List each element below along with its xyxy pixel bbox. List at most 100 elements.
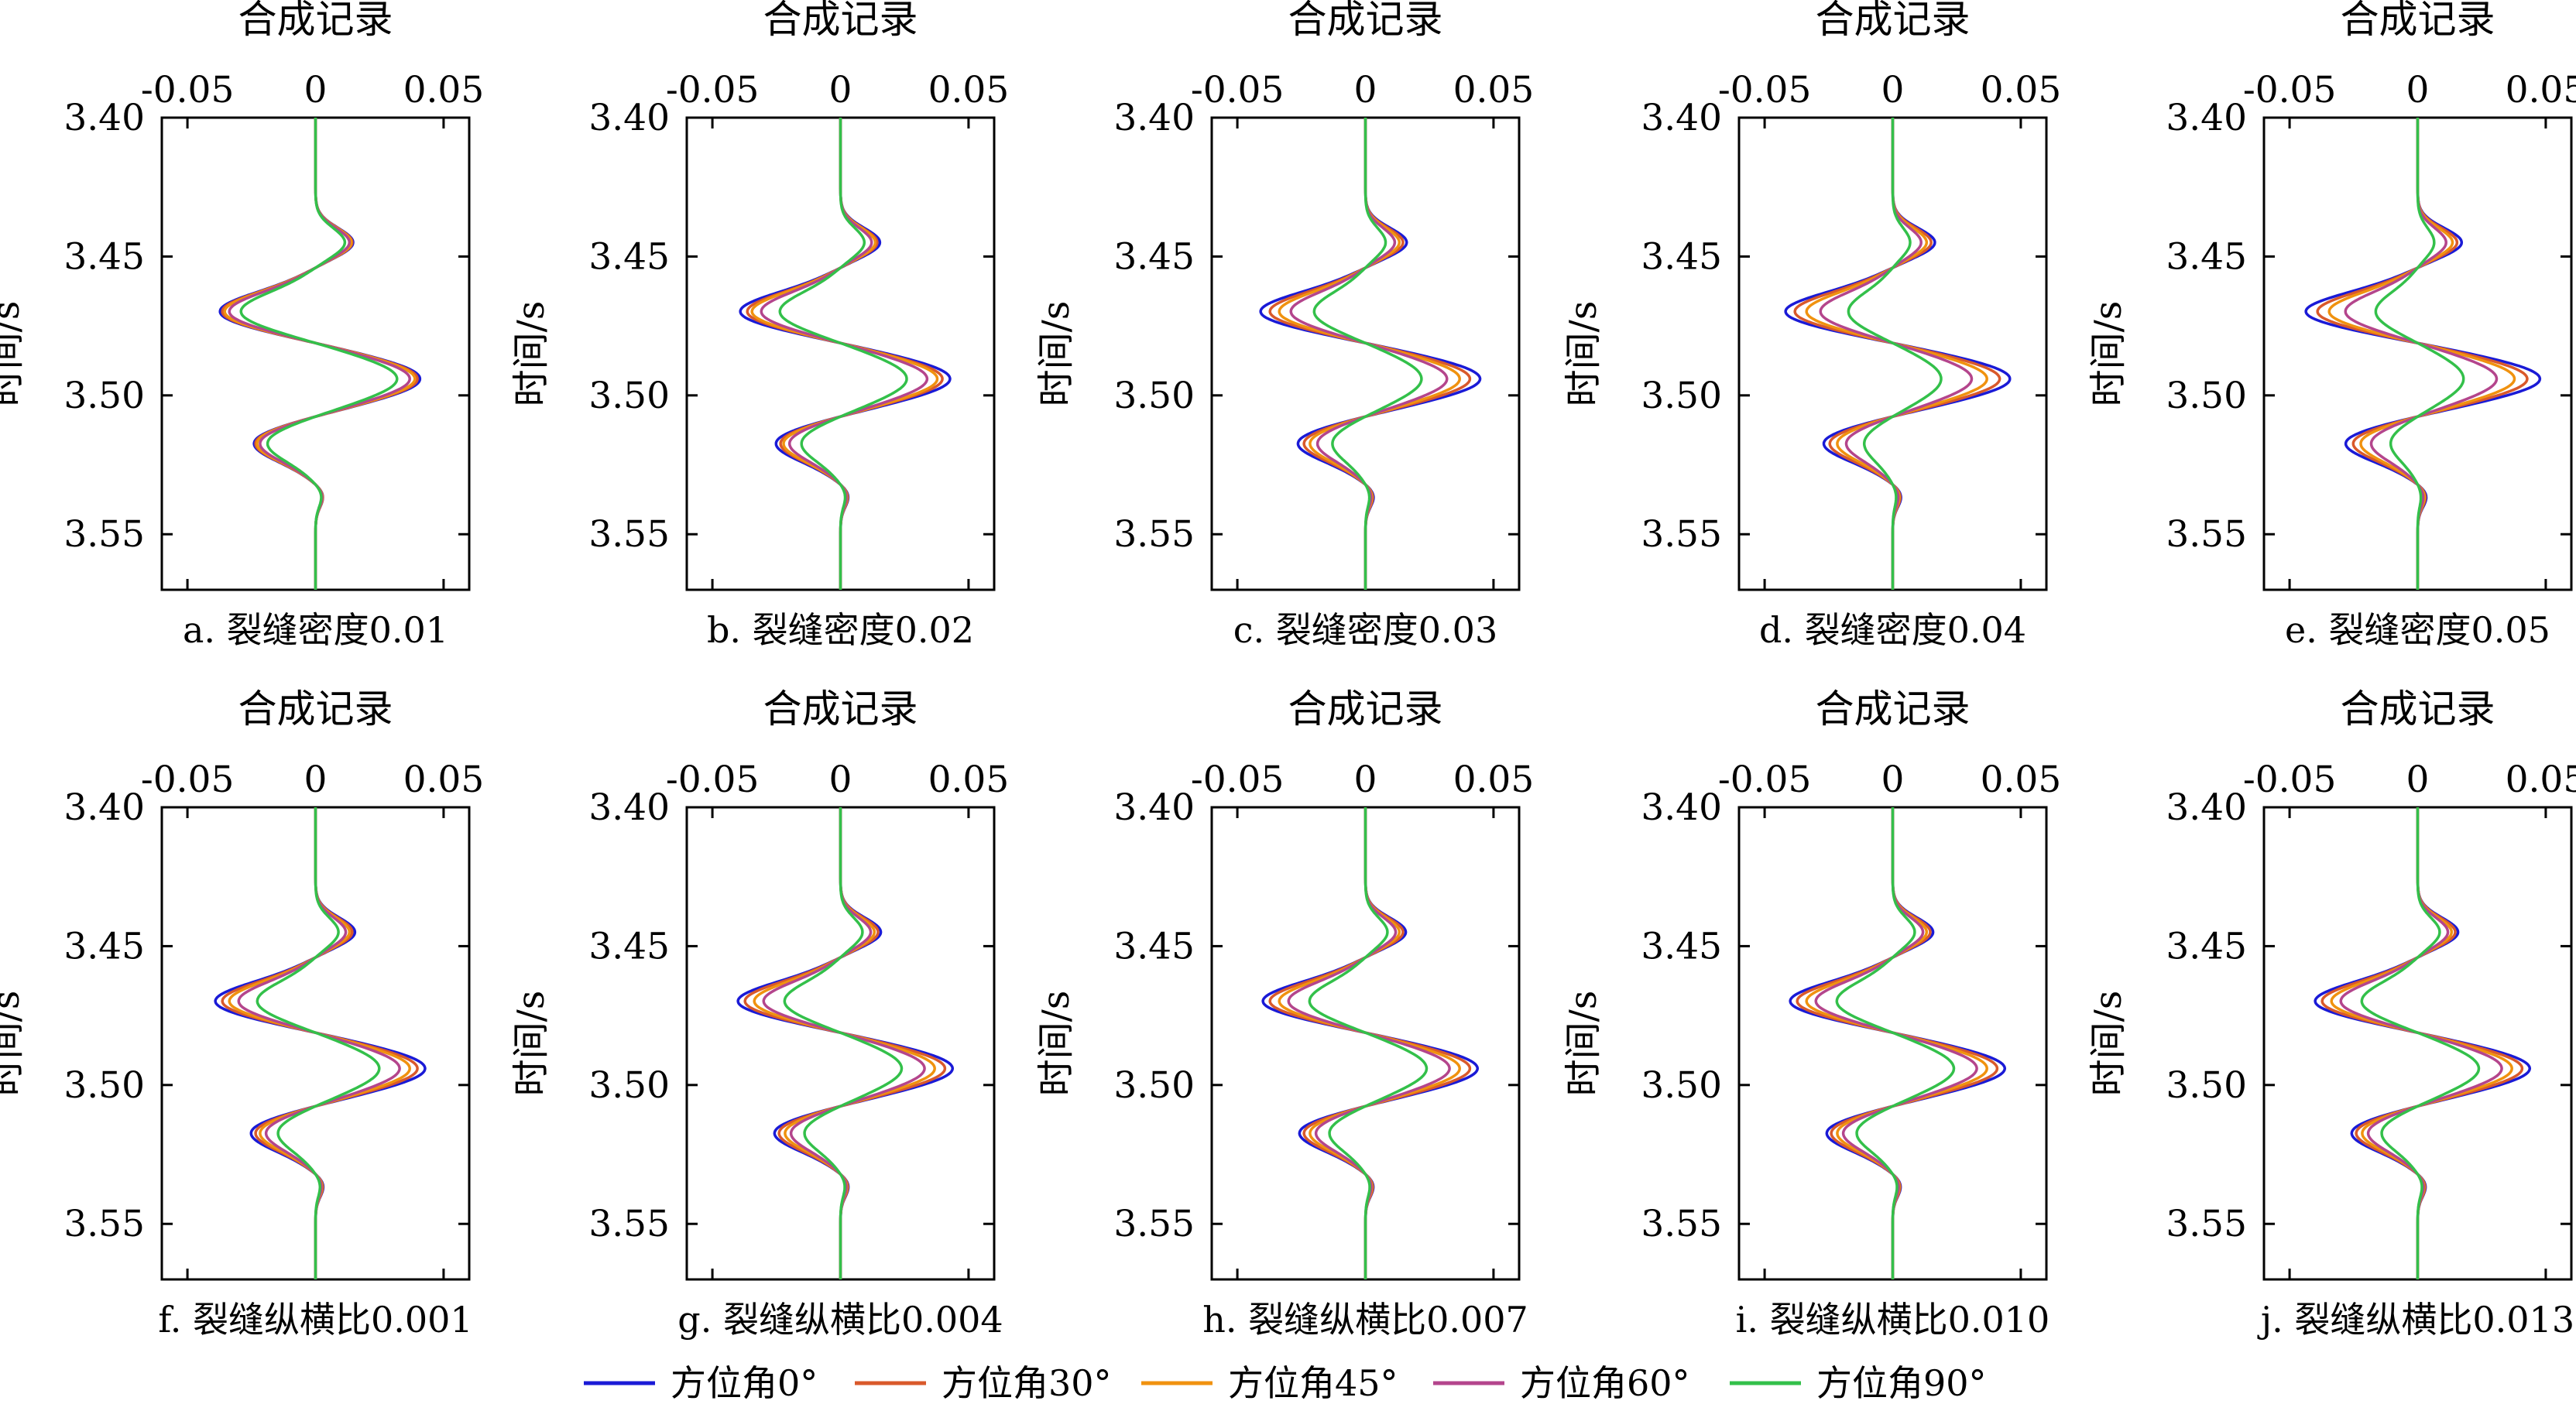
x-tick-label: 0.05 — [1453, 69, 1535, 111]
trace-方位角0° — [1261, 807, 1480, 1279]
y-tick-label: 3.55 — [1641, 1203, 1722, 1245]
trace-方位角0° — [1259, 118, 1482, 590]
y-tick-label: 3.55 — [63, 1203, 145, 1245]
legend-label: 方位角45° — [1228, 1362, 1398, 1404]
y-tick-label: 3.55 — [588, 513, 670, 556]
trace-方位角30° — [2320, 807, 2524, 1279]
x-tick-label: 0 — [1881, 69, 1905, 111]
panel-title: 合成记录 — [1816, 0, 1971, 42]
x-tick-label: 0.05 — [2506, 69, 2576, 111]
y-axis-label: 时间/s — [0, 301, 28, 407]
panel-a: 合成记录-0.05 0 0.05 3.40 3.45 3.50 3.55 时间/s a. 裂缝密… — [0, 0, 484, 651]
y-tick-label: 3.55 — [1113, 1203, 1195, 1245]
trace-方位角60° — [228, 118, 411, 590]
x-tick-label: 0 — [304, 759, 328, 801]
trace-方位角90° — [2360, 807, 2481, 1279]
trace-方位角0° — [2304, 118, 2542, 590]
panel-b: 合成记录-0.05 0 0.05 3.40 3.45 3.50 3.55 时间/s b. 裂缝密… — [509, 0, 1009, 651]
trace-方位角90° — [1835, 807, 1956, 1279]
x-tick-label: 0 — [1354, 69, 1377, 111]
panel-caption: a. 裂缝密度0.01 — [183, 609, 448, 651]
x-tick-label: -0.05 — [1191, 69, 1285, 111]
y-tick-label: 3.40 — [63, 786, 145, 829]
trace-方位角30° — [221, 118, 419, 590]
x-tick-label: 0 — [2406, 759, 2430, 801]
x-tick-label: 0.05 — [403, 69, 485, 111]
trace-方位角90° — [256, 807, 381, 1279]
trace-方位角60° — [1287, 807, 1451, 1279]
y-axis-label: 时间/s — [509, 991, 553, 1097]
panel-title: 合成记录 — [2341, 0, 2495, 42]
trace-方位角0° — [736, 807, 955, 1279]
panel-c: 合成记录-0.05 0 0.05 3.40 3.45 3.50 3.55 时间/s c. 裂缝密… — [1034, 0, 1534, 651]
panel-title: 合成记录 — [1288, 0, 1443, 42]
x-tick-label: 0 — [304, 69, 328, 111]
y-tick-label: 3.55 — [63, 513, 145, 556]
panel-caption: b. 裂缝密度0.02 — [707, 609, 974, 651]
y-tick-label: 3.55 — [2166, 513, 2247, 556]
x-tick-label: 0 — [829, 69, 852, 111]
y-tick-label: 3.55 — [2166, 1203, 2247, 1245]
y-tick-label: 3.55 — [1113, 513, 1195, 556]
y-axis-label: 时间/s — [1562, 991, 1605, 1097]
panel-g: 合成记录-0.05 0 0.05 3.40 3.45 3.50 3.55 时间/s g. 裂缝纵… — [509, 687, 1009, 1341]
panel-caption: j. 裂缝纵横比0.013 — [2257, 1299, 2574, 1341]
x-tick-label: -0.05 — [141, 69, 235, 111]
y-axis-label: 时间/s — [1034, 991, 1078, 1097]
trace-方位角45° — [753, 807, 936, 1279]
legend-label: 方位角60° — [1520, 1362, 1690, 1404]
panel-caption: i. 裂缝纵横比0.010 — [1736, 1299, 2050, 1341]
trace-方位角30° — [746, 118, 944, 590]
trace-方位角45° — [1805, 118, 1988, 590]
trace-方位角90° — [783, 807, 904, 1279]
trace-方位角0° — [1784, 118, 2012, 590]
trace-方位角60° — [760, 118, 929, 590]
y-tick-label: 3.40 — [2166, 97, 2247, 139]
y-tick-label: 3.40 — [2166, 786, 2247, 829]
x-tick-label: -0.05 — [1191, 759, 1285, 801]
y-tick-label: 3.45 — [1113, 235, 1195, 278]
x-tick-label: -0.05 — [666, 759, 760, 801]
x-tick-label: 0 — [1881, 759, 1905, 801]
trace-方位角90° — [239, 118, 399, 590]
trace-方位角60° — [2339, 807, 2503, 1279]
x-tick-label: 0.05 — [2506, 759, 2576, 801]
y-tick-label: 3.45 — [63, 235, 145, 278]
trace-方位角60° — [1814, 807, 1978, 1279]
trace-方位角30° — [1793, 118, 2001, 590]
y-tick-label: 3.50 — [1113, 375, 1195, 417]
y-tick-label: 3.40 — [588, 97, 670, 139]
trace-方位角30° — [2316, 118, 2529, 590]
panel-caption: d. 裂缝密度0.04 — [1759, 609, 2026, 651]
x-tick-label: 0 — [2406, 69, 2430, 111]
x-tick-label: -0.05 — [2243, 69, 2337, 111]
panel-f: 合成记录-0.05 0 0.05 3.40 3.45 3.50 3.55 时间/s f. 裂缝纵… — [0, 687, 484, 1341]
y-tick-label: 3.55 — [588, 1203, 670, 1245]
panel-caption: h. 裂缝纵横比0.007 — [1202, 1299, 1528, 1341]
x-tick-label: -0.05 — [666, 69, 760, 111]
panel-caption: e. 裂缝密度0.05 — [2285, 609, 2550, 651]
panel-title: 合成记录 — [1288, 687, 1443, 731]
trace-方位角45° — [2327, 118, 2516, 590]
y-tick-label: 3.45 — [2166, 925, 2247, 967]
trace-方位角90° — [1308, 807, 1429, 1279]
y-axis-label: 时间/s — [2087, 991, 2130, 1097]
y-axis-label: 时间/s — [2087, 301, 2130, 407]
trace-方位角0° — [2314, 807, 2532, 1279]
trace-方位角30° — [1268, 118, 1472, 590]
y-tick-label: 3.40 — [588, 786, 670, 829]
y-tick-label: 3.40 — [63, 97, 145, 139]
y-tick-label: 3.45 — [588, 925, 670, 967]
trace-方位角45° — [1278, 807, 1461, 1279]
x-tick-label: -0.05 — [1718, 69, 1812, 111]
trace-方位角60° — [1819, 118, 1974, 590]
x-tick-label: -0.05 — [1718, 759, 1812, 801]
trace-方位角45° — [223, 118, 417, 590]
trace-方位角0° — [214, 807, 427, 1279]
y-axis-label: 时间/s — [1034, 301, 1078, 407]
panel-j: 合成记录-0.05 0 0.05 3.40 3.45 3.50 3.55 时间/s j. 裂缝纵… — [2087, 687, 2576, 1341]
y-tick-label: 3.50 — [63, 375, 145, 417]
trace-方位角45° — [750, 118, 939, 590]
trace-方位角60° — [237, 807, 401, 1279]
